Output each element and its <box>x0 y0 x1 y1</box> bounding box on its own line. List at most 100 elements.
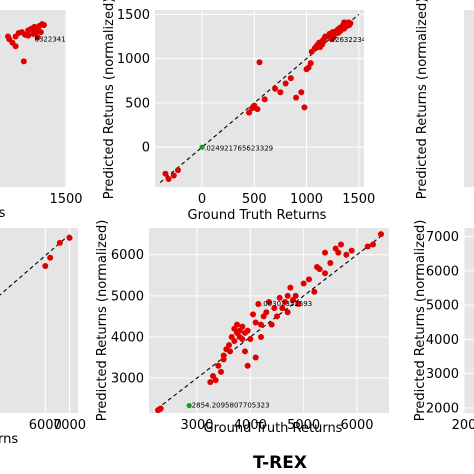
data-point <box>370 241 376 248</box>
data-point <box>282 80 289 87</box>
x-axis-label: Ground Truth Returns <box>204 421 343 436</box>
panel-top-right: Predicted Returns (normalized) <box>415 0 474 199</box>
data-point <box>279 305 286 312</box>
y-tick-label: 1000 <box>117 52 150 67</box>
data-point <box>316 266 323 273</box>
data-point <box>347 20 354 27</box>
data-point <box>247 336 254 342</box>
data-point <box>335 249 342 256</box>
data-point <box>231 338 238 345</box>
data-point <box>156 406 163 413</box>
x-tick-label: 6000 <box>340 418 373 433</box>
data-point <box>227 348 234 355</box>
figure-title: T-REX <box>253 453 307 473</box>
data-point <box>272 85 279 92</box>
data-point <box>42 262 49 269</box>
panel-bottom-center: 2854.2095807705323 .00302352593 3000 4000 50… <box>95 220 389 436</box>
reference-line <box>159 14 360 183</box>
data-point <box>212 377 219 384</box>
data-point <box>298 89 305 96</box>
point-annotation: .024921765623329 <box>204 145 273 153</box>
x-tick-label: 0 <box>198 192 206 207</box>
data-point <box>268 321 275 328</box>
point-annotation: 63223417283 <box>35 35 84 43</box>
data-point <box>282 299 288 305</box>
data-point <box>20 58 27 65</box>
data-point <box>322 270 328 277</box>
data-point <box>252 319 259 326</box>
data-point <box>300 280 307 287</box>
x-tick-label: 6000 <box>29 418 62 433</box>
y-tick-label: 2000 <box>426 401 459 416</box>
data-point <box>242 348 248 355</box>
data-point <box>287 75 294 82</box>
data-point <box>258 333 264 340</box>
data-point <box>306 276 312 283</box>
data-point <box>320 38 327 45</box>
x-axis-label: urns <box>0 432 18 447</box>
data-point <box>364 243 371 250</box>
reference-line <box>156 235 382 410</box>
data-point <box>174 167 181 174</box>
panel-top-center: .024921765623329 4263223417283 0 500 1000 150… <box>102 0 389 223</box>
data-point <box>162 170 169 177</box>
data-point <box>239 323 246 330</box>
y-tick-label: 5000 <box>111 289 144 304</box>
data-point <box>311 288 318 295</box>
x-tick-label: 200 <box>452 418 474 433</box>
data-point <box>284 292 291 299</box>
y-tick-label: 7000 <box>426 230 459 245</box>
data-point <box>170 172 177 179</box>
data-point <box>276 294 283 301</box>
data-point <box>244 362 251 369</box>
data-point <box>327 259 334 266</box>
data-point <box>244 327 251 334</box>
data-point <box>256 59 263 66</box>
data-point <box>234 321 240 328</box>
y-tick-label: 3000 <box>111 372 144 387</box>
data-point <box>271 305 278 312</box>
data-point <box>252 354 259 361</box>
data-point <box>284 309 291 316</box>
data-point <box>274 313 280 320</box>
data-point <box>322 249 328 256</box>
y-axis-label: Predicted Returns (normalized) <box>413 220 428 422</box>
data-point <box>207 379 214 386</box>
data-point <box>277 89 284 96</box>
point-annotation: .00302352593 <box>261 300 312 308</box>
data-point <box>218 368 224 375</box>
data-point <box>258 321 264 328</box>
y-tick-label: 5000 <box>426 299 459 314</box>
data-point <box>307 60 314 67</box>
data-point <box>338 241 344 248</box>
highlight-point <box>186 403 192 409</box>
data-point <box>56 239 63 246</box>
data-point <box>295 301 302 308</box>
point-annotation: 4263223417283 <box>331 36 389 44</box>
x-tick-label: 7000 <box>53 418 86 433</box>
data-point <box>220 352 227 359</box>
reference-line <box>0 234 70 296</box>
data-point <box>301 104 308 111</box>
data-point <box>378 231 384 238</box>
data-point <box>343 251 350 258</box>
data-point <box>293 94 300 101</box>
highlight-point <box>199 144 205 150</box>
y-tick-label: 1500 <box>117 8 150 23</box>
data-point <box>255 301 262 308</box>
x-tick-label: 500 <box>242 192 267 207</box>
data-point <box>37 29 44 36</box>
data-point <box>47 254 54 261</box>
x-axis-label: Ground Truth Returns <box>188 208 327 223</box>
panel-bottom-left: 59360007000urns <box>0 228 86 447</box>
x-tick-label: 1500 <box>49 192 82 207</box>
data-point <box>254 106 261 113</box>
x-axis-label: s <box>0 206 6 221</box>
data-point <box>334 30 341 37</box>
data-point <box>246 109 253 116</box>
x-tick-label: 1000 <box>290 192 323 207</box>
data-point <box>341 19 348 26</box>
data-point <box>292 292 299 299</box>
data-point <box>250 311 256 318</box>
